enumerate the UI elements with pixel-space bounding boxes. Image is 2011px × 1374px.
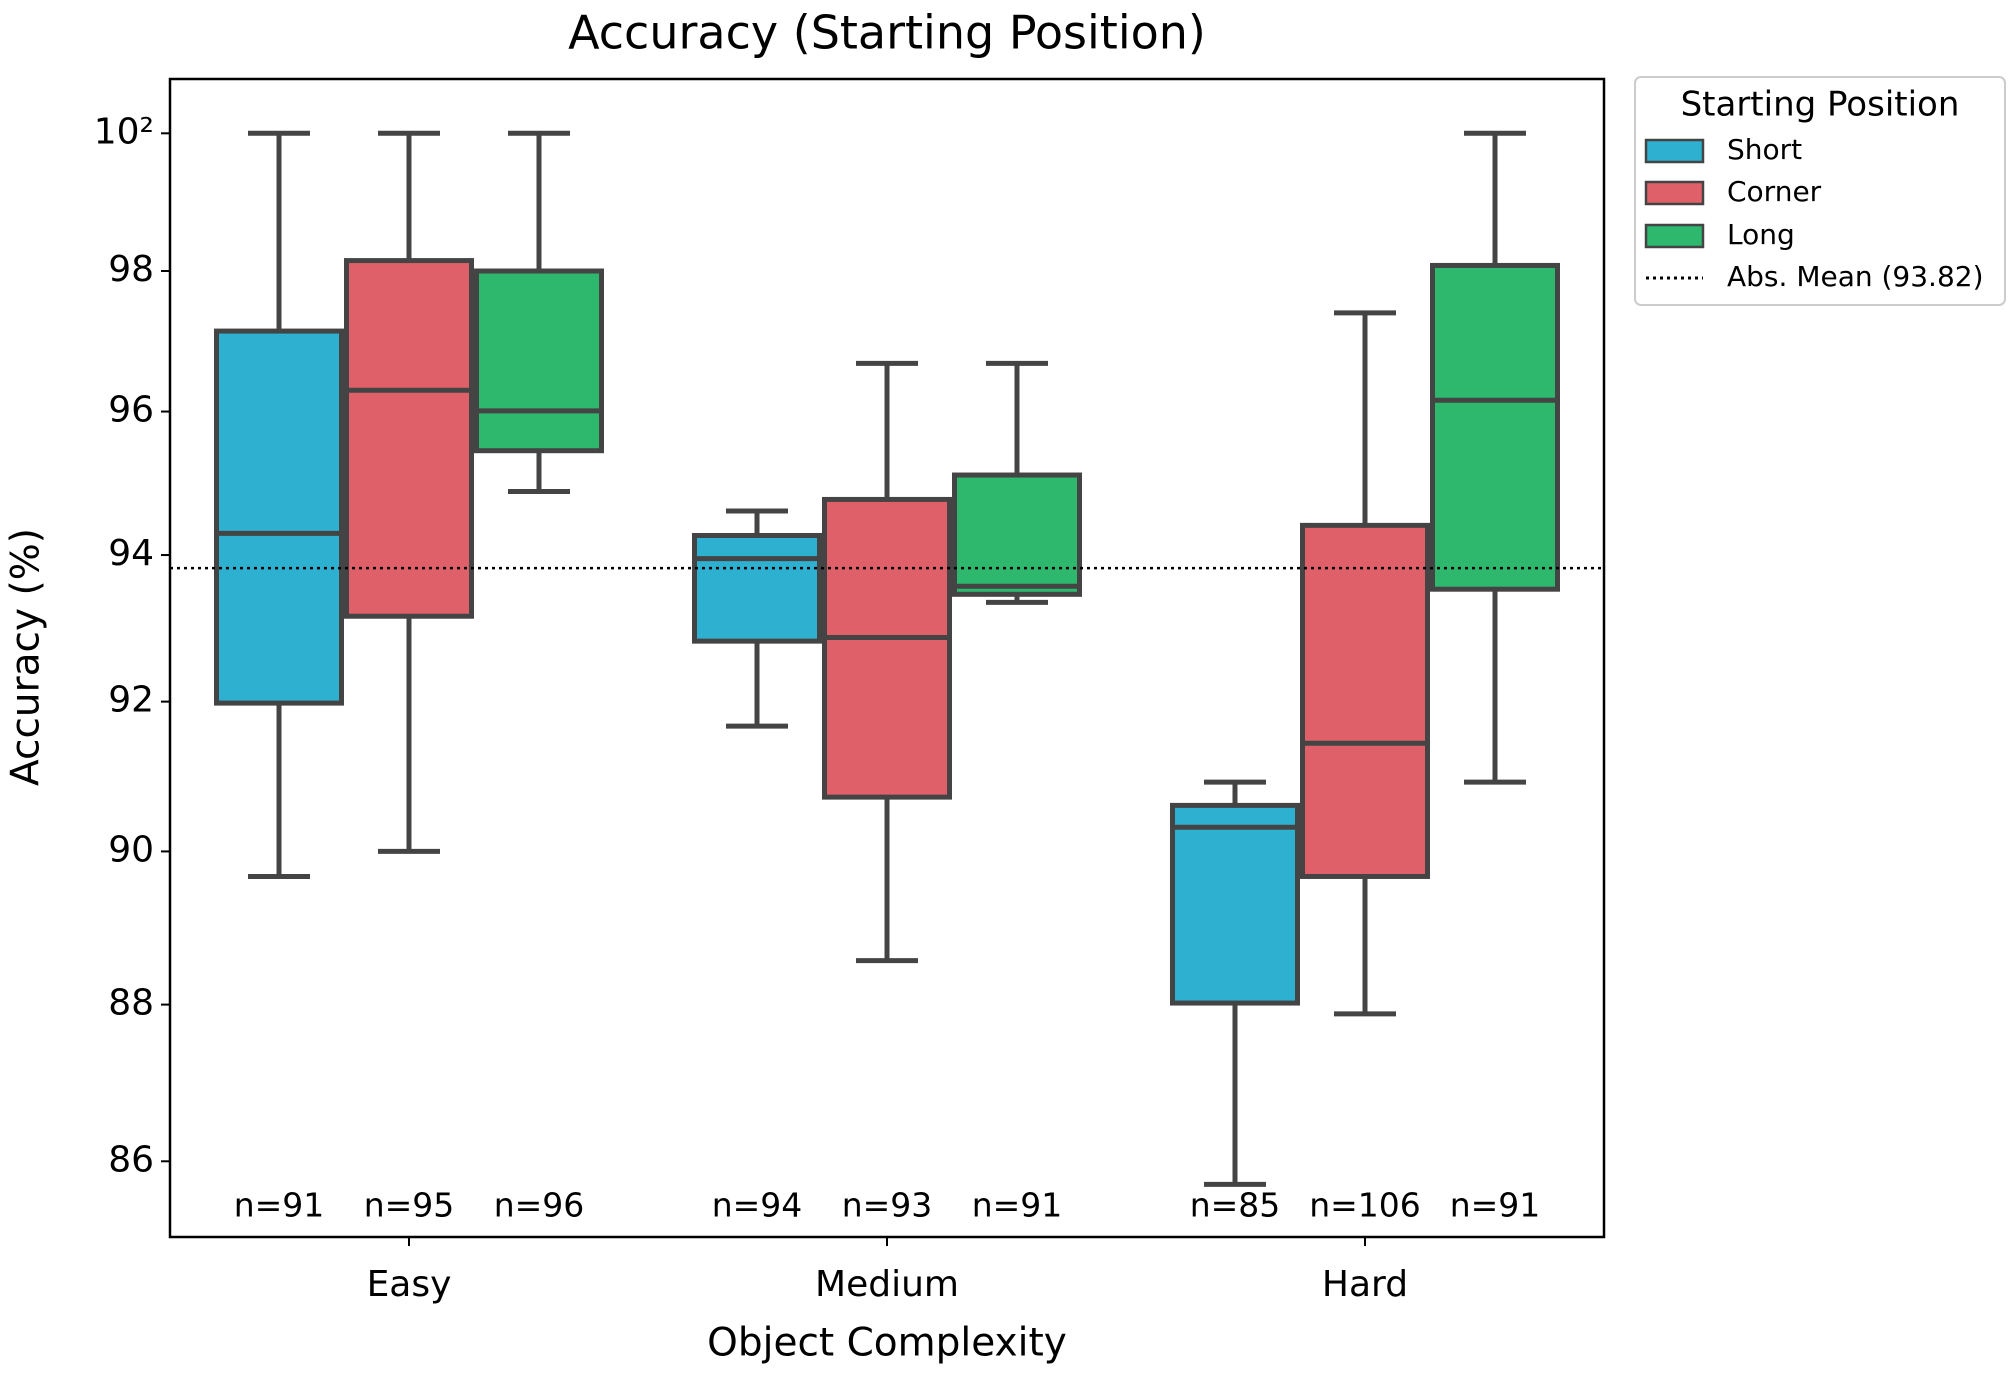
x-tick-label: Hard bbox=[1322, 1264, 1408, 1305]
box bbox=[1170, 802, 1300, 1006]
box bbox=[214, 328, 344, 706]
box bbox=[1430, 262, 1560, 592]
legend-swatch bbox=[1644, 223, 1705, 249]
y-tick-label: 90 bbox=[108, 829, 154, 870]
n-label: n=95 bbox=[364, 1186, 455, 1225]
legend-swatch bbox=[1644, 180, 1705, 206]
box bbox=[344, 258, 474, 619]
n-label: n=91 bbox=[972, 1186, 1063, 1225]
plot-frame bbox=[168, 77, 1606, 1239]
legend-label: Corner bbox=[1727, 175, 1822, 208]
n-label: n=96 bbox=[494, 1186, 585, 1225]
x-tick-label: Easy bbox=[367, 1264, 452, 1305]
n-label: n=91 bbox=[234, 1186, 325, 1225]
legend-swatch bbox=[1644, 138, 1705, 164]
legend: Starting Position Short Corner Long Abs. Mea… bbox=[1634, 76, 2006, 306]
n-label: n=91 bbox=[1450, 1186, 1541, 1225]
y-tick-label: 98 bbox=[108, 249, 154, 290]
chart-title: Accuracy (Starting Position) bbox=[568, 6, 1206, 60]
y-tick-label: 92 bbox=[108, 680, 154, 721]
y-tick-label: 88 bbox=[108, 983, 154, 1024]
y-tick-label: 96 bbox=[108, 390, 154, 431]
box bbox=[692, 532, 822, 644]
legend-label: Abs. Mean (93.82) bbox=[1727, 260, 1984, 293]
n-label: n=94 bbox=[712, 1186, 803, 1225]
legend-label: Long bbox=[1727, 218, 1795, 251]
y-axis-label: Accuracy (%) bbox=[4, 528, 49, 786]
y-tick-label: 86 bbox=[108, 1139, 154, 1180]
box bbox=[822, 496, 952, 800]
n-label: n=106 bbox=[1309, 1186, 1421, 1225]
box bbox=[952, 472, 1082, 597]
x-axis-label: Object Complexity bbox=[707, 1321, 1067, 1366]
n-label: n=93 bbox=[842, 1186, 933, 1225]
legend-frame bbox=[1634, 76, 2006, 306]
box bbox=[1300, 522, 1430, 879]
box bbox=[474, 268, 604, 454]
y-tick-label: 94 bbox=[108, 533, 154, 574]
x-tick-label: Medium bbox=[815, 1264, 959, 1305]
legend-label: Short bbox=[1727, 133, 1802, 166]
legend-title: Starting Position bbox=[1681, 85, 1960, 125]
n-label: n=85 bbox=[1190, 1186, 1281, 1225]
y-tick-label: 10² bbox=[94, 111, 154, 152]
